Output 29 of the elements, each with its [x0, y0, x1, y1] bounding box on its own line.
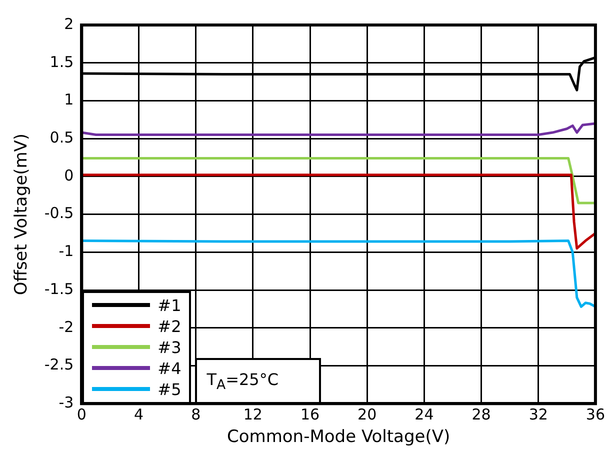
y-tick-label: -2.5 — [44, 356, 74, 374]
x-tick-label: 20 — [358, 405, 377, 424]
x-tick-label: 4 — [134, 405, 144, 424]
y-tick-label: -0.5 — [44, 204, 74, 222]
x-axis-title: Common-Mode Voltage(V) — [227, 427, 450, 448]
y-tick-label: 0.5 — [50, 128, 74, 146]
x-tick-label: 12 — [243, 405, 262, 424]
y-tick-label: 0 — [64, 166, 74, 184]
x-tick-label: 16 — [300, 405, 320, 424]
y-tick-label: 2 — [64, 14, 74, 33]
y-tick-label: -1 — [58, 242, 74, 260]
x-tick-label: 36 — [586, 405, 606, 424]
y-axis-title: Offset Voltage(mV) — [12, 133, 32, 296]
legend-label: #5 — [158, 380, 182, 399]
x-tick-label: 24 — [414, 405, 434, 424]
legend-label: #1 — [158, 296, 182, 315]
y-tick-label: 1.5 — [50, 52, 74, 71]
x-tick-label: 28 — [472, 405, 491, 424]
legend-label: #4 — [158, 358, 182, 378]
note-box: T$_{A}$=25°C — [194, 358, 321, 404]
x-tick-label: 8 — [191, 405, 201, 424]
x-tick-label: 32 — [528, 405, 548, 424]
y-tick-label: -2 — [58, 318, 74, 336]
legend-label: #3 — [158, 338, 182, 357]
legend-label: #2 — [158, 316, 182, 336]
y-tick-label: -1.5 — [44, 280, 74, 298]
y-tick-label: 1 — [64, 90, 74, 109]
y-tick-label: -3 — [58, 393, 74, 412]
x-tick-label: 0 — [76, 405, 86, 424]
